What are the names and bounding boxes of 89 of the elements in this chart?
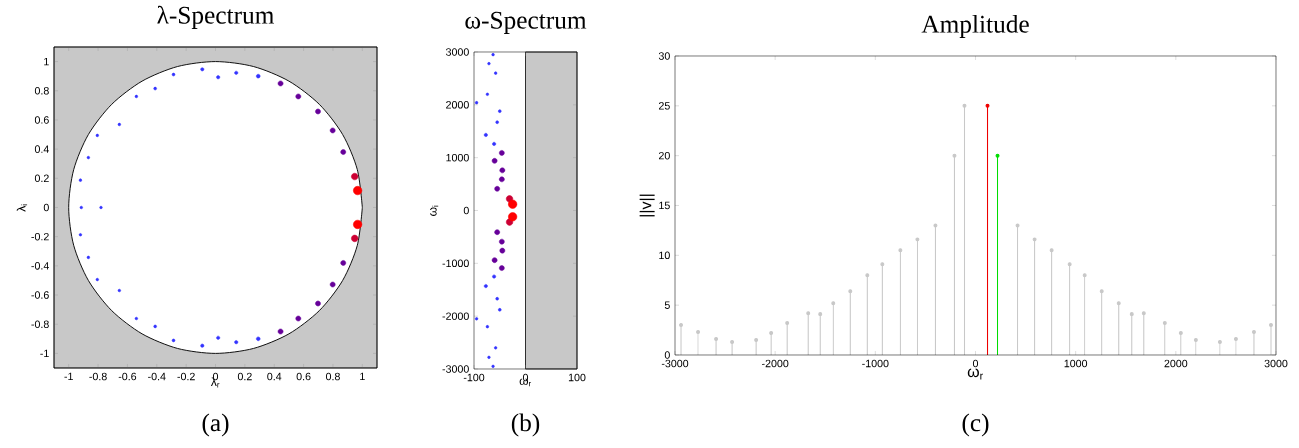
x-tick-label: 0.4 xyxy=(267,372,282,381)
point xyxy=(1032,237,1037,242)
point xyxy=(915,237,920,242)
point xyxy=(785,321,790,326)
x-tick-label: 0.6 xyxy=(296,372,311,381)
point xyxy=(1217,340,1222,345)
point xyxy=(933,223,938,228)
point xyxy=(730,340,735,345)
point xyxy=(962,103,967,108)
y-tick-label: 20 xyxy=(658,151,670,160)
y-tick-label: 0.6 xyxy=(34,116,49,124)
text: (c) xyxy=(962,413,989,437)
x-tick-label: 1000 xyxy=(1064,359,1088,368)
point xyxy=(806,311,811,316)
x-tick-label: -0.2 xyxy=(177,372,195,381)
text: (a) xyxy=(202,413,229,437)
point xyxy=(1141,311,1146,316)
x-tick-label: 0.2 xyxy=(237,372,252,381)
y-tick-label: -2000 xyxy=(442,312,469,320)
point xyxy=(1116,301,1121,306)
x-tick-label: 3000 xyxy=(1264,359,1288,368)
y-tick-label: -0.2 xyxy=(31,232,49,241)
point xyxy=(865,273,870,278)
x-axis-title: ω$_{r}$ xyxy=(967,368,983,380)
point xyxy=(952,153,957,158)
y-tick-label: 1000 xyxy=(446,153,469,162)
x-tick-label: -0.8 xyxy=(89,372,107,381)
point xyxy=(1162,321,1167,326)
y-tick-label: 0.4 xyxy=(34,145,49,153)
point xyxy=(1268,323,1273,328)
x-tick-label: 0 xyxy=(972,359,979,368)
chart-title: λ-Spectrum xyxy=(157,5,275,29)
y-tick-label: 10 xyxy=(659,251,670,260)
point xyxy=(985,103,990,108)
point xyxy=(769,331,774,336)
y-tick-label: -0.8 xyxy=(31,320,49,328)
point xyxy=(754,338,759,343)
x-tick-label: 2000 xyxy=(1164,359,1188,368)
y-axis-title: ω$_{i}$ xyxy=(430,205,439,216)
y-tick-label: 2000 xyxy=(446,101,469,109)
y-tick-label: -1000 xyxy=(442,259,469,268)
point xyxy=(898,248,903,253)
y-axis-title: ||v|| xyxy=(639,194,655,217)
point xyxy=(1082,273,1087,278)
point xyxy=(714,337,719,342)
point xyxy=(880,262,885,267)
y-tick-label: 3000 xyxy=(445,48,469,56)
point xyxy=(818,312,823,317)
y-tick-label: 5 xyxy=(664,301,670,309)
x-tick-label: -0.4 xyxy=(148,372,166,381)
y-tick-label: 0 xyxy=(664,351,670,359)
point xyxy=(1193,338,1198,343)
x-tick-label: -1000 xyxy=(862,359,889,368)
x-tick-label: 0.8 xyxy=(325,372,340,381)
y-tick-label: 30 xyxy=(658,52,670,60)
y-tick-label: -1 xyxy=(40,349,49,358)
point xyxy=(1233,337,1238,342)
x-tick-label: -100 xyxy=(463,373,485,382)
y-tick-label: 0.2 xyxy=(34,174,49,183)
point xyxy=(1067,262,1072,267)
text: (b) xyxy=(511,413,540,437)
x-tick-label: -2000 xyxy=(762,359,789,368)
x-tick-label: 1 xyxy=(360,372,365,381)
point xyxy=(1129,312,1134,317)
x-tick-label: -1 xyxy=(64,372,73,381)
y-tick-label: 0 xyxy=(463,206,469,215)
chart-title: ω-Spectrum xyxy=(465,11,587,34)
point xyxy=(1251,330,1256,335)
y-tick-label: -0.6 xyxy=(31,291,49,299)
point xyxy=(1049,248,1054,253)
y-tick-label: 0 xyxy=(43,203,49,212)
x-tick-label: 100 xyxy=(568,373,586,382)
point xyxy=(679,323,684,328)
y-tick-label: 1 xyxy=(44,57,49,66)
y-axis-title: λ$_{i}$ xyxy=(16,204,28,212)
y-tick-label: 15 xyxy=(659,201,670,210)
y-tick-label: -3000 xyxy=(442,365,469,373)
y-tick-label: -0.4 xyxy=(31,262,49,270)
point xyxy=(848,289,853,294)
x-tick-label: -0.6 xyxy=(118,372,137,381)
point xyxy=(831,301,836,306)
y-tick-label: 0.8 xyxy=(34,86,49,95)
point xyxy=(1015,223,1020,228)
y-tick-label: 25 xyxy=(658,102,670,110)
point xyxy=(696,330,701,335)
point xyxy=(995,153,1000,158)
chart-title: Amplitude xyxy=(921,14,1029,38)
point xyxy=(1178,331,1183,336)
point xyxy=(1099,289,1104,294)
